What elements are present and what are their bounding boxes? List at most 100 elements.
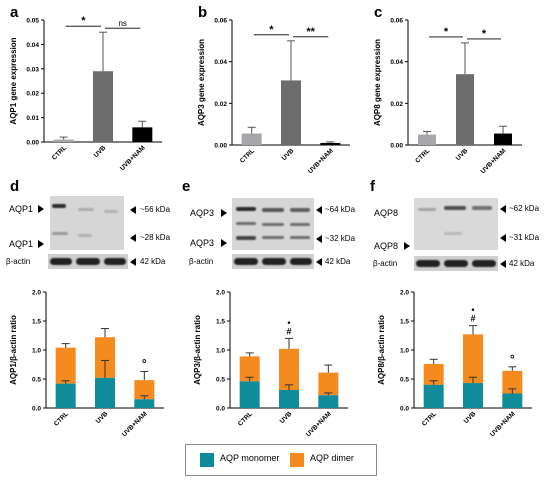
blot-e-actin-kda: 42 kDa xyxy=(325,257,351,266)
bar-monomer xyxy=(95,377,115,408)
y-axis-label: AQP3 gene expression xyxy=(197,39,206,126)
bar-dimer xyxy=(134,380,155,400)
bar-monomer xyxy=(423,384,444,408)
significance-label: * xyxy=(81,15,86,27)
y-tick-label: 0.04 xyxy=(214,59,227,66)
bar xyxy=(53,139,74,142)
blot-image-aqp3 xyxy=(232,198,314,250)
bar-dimer xyxy=(318,372,339,396)
x-tick-label: UVB+NAM xyxy=(489,410,517,438)
panel-letter-f: f xyxy=(370,178,375,195)
chart-e: 0.0 0.5 1.0 1.5 2.0 AQP3/β-actin ratio •# CTRL U… xyxy=(193,290,348,438)
x-tick-label: UVB+NAM xyxy=(480,147,508,175)
y-tick-label: 0.00 xyxy=(26,140,39,147)
significance-label: * xyxy=(269,24,274,36)
chart-d: 0.0 0.5 1.0 1.5 2.0 AQP1/β-actin ratio ° CTRL UV… xyxy=(9,290,164,438)
significance-label: ** xyxy=(306,26,315,38)
bar-monomer xyxy=(134,399,155,408)
y-tick-label: 2.0 xyxy=(32,290,41,297)
arrow-left-icon xyxy=(500,260,506,268)
blot-d-actin-kda: 42 kDa xyxy=(140,257,166,266)
y-tick-label: 0.00 xyxy=(390,143,403,150)
significance-label: * xyxy=(444,26,449,38)
x-tick-label: CTRL xyxy=(53,410,70,427)
blot-actin-f xyxy=(414,256,498,271)
arrow-left-icon xyxy=(316,206,322,214)
y-tick-label: 0.00 xyxy=(214,143,227,150)
x-tick-label: UVB xyxy=(279,410,294,425)
y-tick-label: 0.06 xyxy=(390,18,403,25)
bar-dimer xyxy=(423,363,444,385)
blot-f-kda-top: ~62 kDa xyxy=(509,204,540,213)
x-tick-label: UVB xyxy=(463,410,478,425)
blot-f-protein-bottom: AQP8 xyxy=(374,241,399,251)
legend-swatch-monomer xyxy=(200,453,214,467)
bar xyxy=(241,133,262,145)
arrow-left-icon xyxy=(316,235,322,243)
blot-f-actin-label: β-actin xyxy=(373,259,398,268)
arrow-right-icon xyxy=(221,239,227,247)
significance-marker: # xyxy=(286,326,291,336)
y-tick-label: 1.0 xyxy=(400,348,409,355)
y-axis-label: AQP8 gene expression xyxy=(373,39,382,126)
bar-monomer xyxy=(239,381,260,408)
panel-letter-d: d xyxy=(10,178,20,195)
arrow-left-icon xyxy=(316,258,322,266)
blot-image-aqp1 xyxy=(50,196,124,250)
y-tick-label: 0.0 xyxy=(32,406,41,413)
blot-d-actin-label: β-actin xyxy=(6,257,31,266)
blot-f-protein-top: AQP8 xyxy=(374,208,399,218)
y-tick-label: 0.02 xyxy=(214,101,227,108)
blot-f-actin-kda: 42 kDa xyxy=(509,259,535,268)
chart-legend: AQP monomer AQP dimer xyxy=(185,444,377,476)
arrow-right-icon xyxy=(38,205,44,213)
blot-actin-e xyxy=(232,254,314,269)
blot-f-kda-bottom: ~31 kDa xyxy=(509,233,540,242)
y-tick-label: 0.5 xyxy=(216,377,225,384)
y-tick-label: 1.5 xyxy=(400,319,409,326)
blot-d-protein-top: AQP1 xyxy=(9,204,34,214)
bar xyxy=(418,134,436,145)
bar-monomer xyxy=(318,395,339,408)
significance-marker: ° xyxy=(510,352,515,366)
y-tick-label: 0.01 xyxy=(26,115,39,122)
panel-letter-b: b xyxy=(198,4,208,21)
x-tick-label: UVB+NAM xyxy=(121,410,149,438)
bar-monomer xyxy=(279,390,299,408)
bar-monomer xyxy=(55,383,76,408)
arrow-left-icon xyxy=(130,258,136,266)
y-tick-label: 0.0 xyxy=(216,406,225,413)
x-tick-label: UVB xyxy=(95,410,110,425)
chart-b: 0.00 0.02 0.04 0.06 AQP3 gene expression CTRL… xyxy=(197,18,350,175)
panel-letter-e: e xyxy=(182,178,191,195)
y-tick-label: 0.06 xyxy=(214,18,227,25)
arrow-right-icon xyxy=(404,242,410,250)
x-tick-label: CTRL xyxy=(239,147,256,164)
y-tick-label: 0.5 xyxy=(32,377,41,384)
chart-c: 0.00 0.02 0.04 0.06 AQP8 gene expression CTRL… xyxy=(373,18,522,175)
bar-dimer xyxy=(55,347,76,384)
significance-marker: • xyxy=(287,317,290,327)
arrow-left-icon xyxy=(130,234,136,242)
x-tick-label: UVB xyxy=(281,147,296,162)
y-axis-label: AQP1 gene expression xyxy=(9,37,18,124)
blot-e-kda-top: ~64 kDa xyxy=(325,205,356,214)
bar xyxy=(132,127,153,142)
blot-e-protein-top: AQP3 xyxy=(190,208,215,218)
bar-dimer xyxy=(95,337,115,378)
blot-e-actin-label: β-actin xyxy=(189,257,214,266)
blot-e-protein-bottom: AQP3 xyxy=(190,238,215,248)
y-tick-label: 1.5 xyxy=(32,319,41,326)
y-tick-label: 0.0 xyxy=(400,406,409,413)
bar-dimer xyxy=(239,356,260,382)
arrow-right-icon xyxy=(221,209,227,217)
y-tick-label: 0.04 xyxy=(26,42,39,49)
arrow-left-icon xyxy=(130,206,136,214)
y-tick-label: 0.02 xyxy=(390,101,403,108)
arrow-right-icon xyxy=(38,240,44,248)
significance-label: ns xyxy=(118,19,126,28)
blot-image-aqp8 xyxy=(414,198,498,250)
blot-d-protein-bottom: AQP1 xyxy=(9,239,34,249)
x-tick-label: UVB xyxy=(93,144,108,159)
chart-f: 0.0 0.5 1.0 1.5 2.0 AQP8/β-actin ratio •# ° CTRL… xyxy=(377,290,532,438)
